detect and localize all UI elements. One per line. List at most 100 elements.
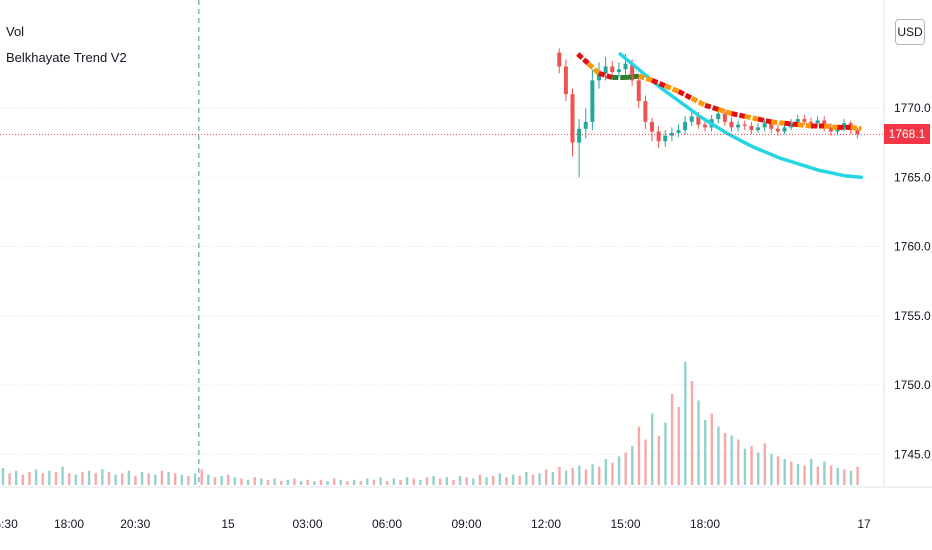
volume-bar: [359, 481, 362, 485]
cyan-regression-curve: [618, 52, 864, 180]
volume-bar: [843, 469, 846, 485]
volume-bar: [101, 469, 104, 485]
time-tick-label: 12:00: [531, 517, 561, 531]
time-axis[interactable]: 15:30 18:00 20:30 15 03:00 06:00 09:00 12:00 15:…: [0, 517, 871, 531]
candle-body: [769, 123, 774, 129]
volume-bar: [551, 472, 555, 485]
candle-body: [815, 120, 820, 124]
volume-bar: [584, 469, 588, 485]
volume-bar: [147, 473, 150, 485]
price-tick-label: 1760.0: [894, 240, 931, 254]
volume-bar: [121, 473, 124, 485]
price-axis[interactable]: 1770.0 1765.0 1760.0 1755.0 1750.0 1745.0: [894, 101, 931, 461]
volume-bar: [61, 466, 64, 485]
candle-body: [630, 63, 635, 81]
volume-bar: [174, 473, 177, 485]
volume-bar: [240, 478, 243, 485]
volume-bar: [790, 461, 793, 485]
candle-body: [663, 135, 668, 142]
volume-bar: [74, 474, 78, 485]
price-tick-label: 1750.0: [894, 378, 931, 392]
candle-body: [756, 127, 760, 131]
volume-bar: [796, 464, 800, 485]
volume-bar: [578, 465, 581, 485]
candle-body: [835, 128, 840, 132]
volume-bar: [193, 473, 197, 485]
volume-bar: [127, 470, 131, 485]
volume-bar: [1, 468, 5, 485]
volume-bar: [160, 470, 164, 485]
belkhayate-trend-line: [576, 52, 862, 132]
price-tick-label: 1770.0: [894, 101, 931, 115]
volume-bar: [399, 479, 402, 485]
candle-body: [563, 66, 568, 95]
candle-body: [789, 123, 794, 128]
time-tick-label: 20:30: [120, 517, 150, 531]
volume-bar: [273, 478, 276, 485]
trend-segment: [770, 119, 785, 126]
volume-bar: [233, 477, 237, 485]
time-tick-label: 17: [857, 517, 871, 531]
volume-bar: [737, 439, 740, 485]
volume-bar: [140, 472, 144, 485]
candle-body: [577, 128, 582, 143]
volume-bar: [207, 474, 210, 485]
volume-bar: [266, 479, 270, 485]
volume-bar: [246, 479, 250, 485]
volume-bar: [677, 407, 680, 485]
candle-body: [650, 121, 654, 132]
currency-button[interactable]: USD: [895, 19, 925, 45]
volume-legend[interactable]: Vol: [6, 24, 25, 39]
volume-bar: [220, 475, 223, 485]
volume-bar: [485, 477, 488, 485]
volume-bar: [392, 478, 396, 485]
volume-bar: [28, 472, 31, 485]
candle-body: [669, 132, 674, 136]
trend-segment: [757, 116, 772, 125]
candle-body: [703, 124, 707, 128]
volume-bar: [386, 481, 389, 485]
time-tick-label: 03:00: [292, 517, 322, 531]
candle-body: [570, 94, 575, 143]
volume-bar: [293, 478, 296, 485]
trend-segment: [638, 73, 653, 83]
candle-body: [557, 52, 562, 67]
volume-bar: [280, 481, 283, 485]
volume-bar: [849, 470, 853, 485]
trend-segment: [704, 102, 719, 112]
volume-bar: [478, 474, 482, 485]
volume-bar: [472, 478, 475, 485]
volume-bar: [379, 477, 382, 485]
volume-bar: [644, 439, 647, 485]
volume-bar: [783, 459, 786, 485]
trend-segment: [797, 122, 812, 129]
volume-bar: [770, 453, 773, 485]
candle-body: [736, 124, 741, 128]
volume-bar: [545, 469, 548, 485]
time-tick-label: 18:00: [54, 517, 84, 531]
candle-body: [729, 121, 734, 128]
time-tick-label: 09:00: [451, 517, 481, 531]
volume-bar: [213, 477, 217, 485]
candle-body: [782, 127, 787, 132]
volume-bar: [763, 443, 767, 485]
volume-bar: [836, 468, 839, 485]
candle-body: [590, 80, 595, 122]
trend-segment: [677, 89, 693, 101]
volume-bar: [458, 475, 462, 485]
volume-bar: [260, 478, 263, 485]
trend-segment: [664, 83, 680, 94]
volume-bar: [419, 479, 422, 485]
candle-body: [762, 123, 767, 128]
volume-bar: [604, 459, 608, 485]
volume-bar: [366, 478, 369, 485]
volume-bar: [114, 474, 117, 485]
volume-bar: [564, 470, 568, 485]
trend-segment: [690, 96, 707, 108]
last-price-label: 1768.1: [884, 124, 930, 144]
volume-bar: [41, 473, 44, 485]
volume-bar: [525, 472, 528, 485]
volume-bar: [558, 466, 561, 485]
indicator-legend[interactable]: Belkhayate Trend V2: [6, 50, 127, 65]
